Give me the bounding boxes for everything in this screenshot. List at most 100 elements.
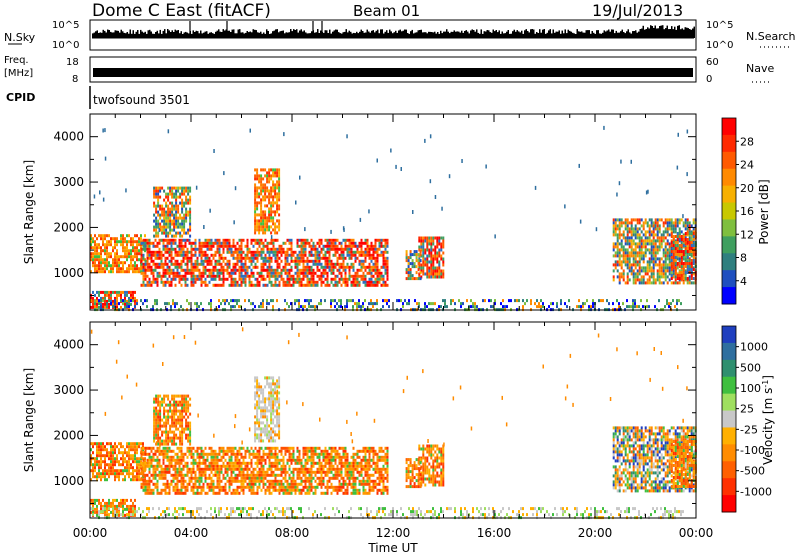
velocity-echo-cell [122, 451, 124, 455]
power-echo-cell [280, 277, 283, 281]
power-echo-cell [167, 231, 170, 235]
power-echo-cell [146, 253, 149, 257]
power-echo-cell [138, 267, 140, 271]
power-echo-cell [175, 195, 178, 199]
power-echo-cell [640, 281, 643, 285]
power-echo-cell [686, 260, 689, 264]
velocity-echo-cell [92, 457, 94, 461]
velocity-echo-cell [192, 464, 195, 468]
power-echo-cell [326, 250, 329, 254]
velocity-echoes [90, 327, 697, 520]
power-echo-cell [189, 216, 192, 220]
power-echo-cell [173, 228, 176, 232]
power-echo-cell [187, 201, 190, 205]
velocity-echo-cell [146, 479, 149, 483]
power-echo-cell [672, 247, 675, 250]
power-echo-cell [94, 270, 96, 274]
power-echo-cell [163, 213, 166, 217]
velocity-echo-cell [132, 475, 134, 479]
power-echo-cell [178, 244, 181, 248]
power-echo-cell [366, 271, 369, 275]
power-echo-cell [642, 254, 645, 258]
power-echo-cell [212, 268, 215, 272]
power-echo-cell [270, 201, 273, 205]
velocity-echo-cell [152, 470, 155, 474]
power-echo-cell [161, 225, 164, 229]
power-echo-cell [270, 210, 273, 214]
power-echo-cell [218, 241, 221, 245]
velocity-echo-cell [168, 449, 171, 453]
velocity-echo-cell [176, 446, 179, 450]
velocity-echo-cell [116, 445, 118, 449]
velocity-echo-cell [136, 445, 138, 449]
power-echo-cell [96, 249, 98, 253]
power-echo-speck [618, 181, 621, 186]
nsky-trace-bar [218, 29, 220, 38]
velocity-echo-cell [130, 442, 132, 446]
power-echo-cell [140, 246, 142, 250]
power-echo-cell [174, 283, 177, 287]
power-echo-cell [250, 250, 253, 254]
velocity-echo-cell [156, 482, 159, 486]
power-echo-cell [96, 267, 98, 271]
power-echo-cell [312, 277, 315, 281]
power-echo-cell [306, 274, 309, 278]
power-echo-cell [130, 290, 132, 294]
power-echo-cell [112, 237, 114, 241]
power-echo-cell [690, 281, 693, 285]
power-echo-cell [122, 243, 124, 247]
power-echo-cell [420, 242, 423, 246]
velocity-echo-cell [140, 482, 143, 486]
power-echo-cell [336, 244, 339, 248]
nsky-trace-bar [447, 31, 449, 38]
power-echo-cell [270, 238, 273, 242]
power-echo-cell [330, 244, 333, 248]
power-echo-cell [94, 252, 96, 256]
power-echo-cell [184, 238, 187, 242]
power-echo-cell [153, 204, 156, 208]
power-echo-cell [356, 271, 359, 275]
velocity-echo-cell [208, 461, 211, 465]
power-echo-cell [380, 250, 383, 254]
power-echo-cell [274, 189, 277, 193]
power-echo-cell [254, 204, 257, 208]
power-echo-cell [360, 265, 363, 269]
power-echo-cell [330, 247, 333, 251]
power-echo-cell [110, 264, 112, 268]
velocity-echo-cell [206, 485, 209, 489]
power-echo-cell [152, 262, 155, 266]
power-echo-cell [120, 243, 122, 247]
nsky-trace-bar [369, 32, 371, 38]
power-echo-cell [286, 250, 289, 254]
power-echo-cell [116, 249, 118, 253]
power-echo-cell [664, 218, 667, 222]
nsky-trace-bar [332, 31, 334, 38]
power-echo-cell [314, 280, 317, 284]
velocity-echo-cell [124, 478, 126, 482]
power-echo-cell [682, 233, 685, 237]
power-echo-cell [90, 237, 92, 241]
power-echo-cell [430, 251, 433, 255]
power-echo-cell [576, 305, 578, 309]
power-echo-cell [132, 293, 134, 297]
power-echo-cell [202, 280, 205, 284]
power-echo-cell [314, 283, 317, 287]
power-echo-cell [254, 228, 257, 232]
nsky-tick-top: 10^5 [52, 20, 79, 31]
nsky-trace-bar [261, 33, 263, 38]
power-echo-cell [692, 268, 695, 271]
velocity-echo-cell [188, 452, 191, 456]
power-echo-cell [238, 253, 241, 257]
power-echo-cell [167, 222, 170, 226]
power-echo-cell [208, 302, 210, 306]
nsky-trace-bar [497, 32, 499, 38]
power-echo-cell [690, 254, 693, 258]
power-echo-cell [382, 253, 385, 257]
power-echo-cell [672, 224, 675, 228]
velocity-echo-cell [126, 445, 128, 449]
power-echo-cell [664, 221, 667, 225]
power-echo-cell [362, 241, 365, 245]
velocity-echo-cell [102, 475, 104, 479]
power-echo-cell [370, 299, 372, 303]
power-echo-cell [142, 238, 145, 242]
